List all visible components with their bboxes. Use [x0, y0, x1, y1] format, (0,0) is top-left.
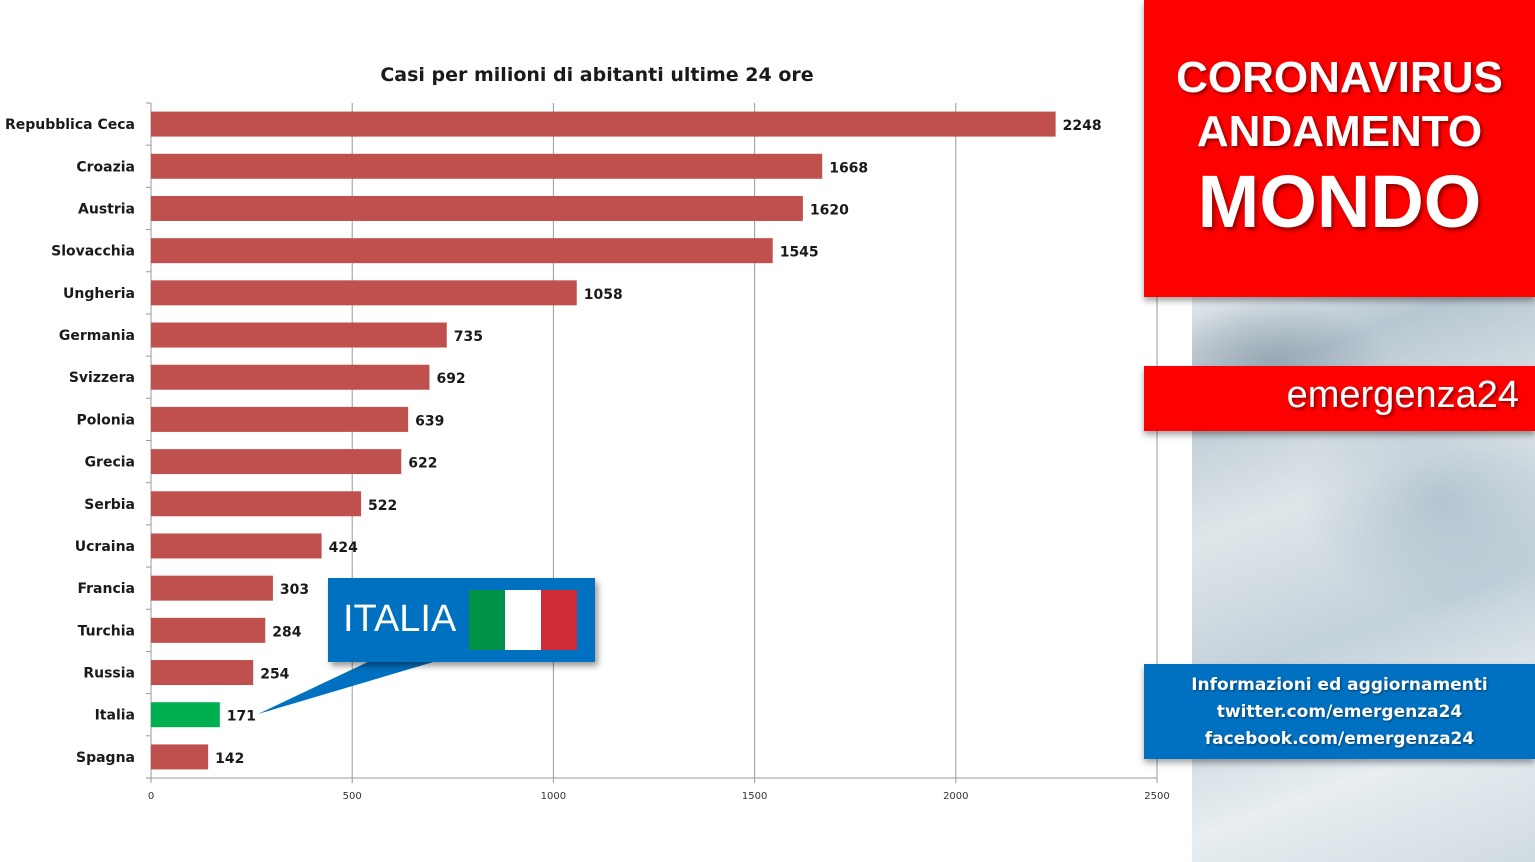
flag-stripe-white — [505, 590, 541, 650]
category-label: Grecia — [85, 455, 135, 471]
value-label: 639 — [415, 413, 444, 429]
bar-spagna — [151, 744, 209, 770]
category-label: Russia — [83, 666, 135, 682]
info-banner: Informazioni ed aggiornamenti twitter.co… — [1144, 664, 1535, 759]
x-tick-label: 0 — [148, 791, 154, 802]
brand-banner: emergenza24 — [1144, 366, 1535, 431]
title-banner: CORONAVIRUS ANDAMENTO MONDO — [1144, 0, 1535, 297]
value-label: 2248 — [1063, 118, 1102, 134]
category-label: Ucraina — [75, 539, 135, 555]
category-label: Austria — [78, 201, 135, 217]
value-label: 254 — [260, 667, 289, 683]
title-line-mondo: MONDO — [1197, 160, 1482, 243]
bar-chart: Casi per milioni di abitanti ultime 24 o… — [5, 64, 1170, 802]
value-label: 424 — [329, 540, 358, 556]
x-tick-label: 1000 — [541, 791, 566, 802]
category-label: Slovacchia — [51, 244, 135, 260]
bar-austria — [151, 195, 803, 221]
category-label: Italia — [95, 708, 135, 724]
bar-layer — [151, 111, 1056, 770]
bar-svizzera — [151, 364, 430, 390]
value-label: 692 — [436, 371, 465, 387]
category-label: Francia — [77, 581, 135, 597]
bar-ungheria — [151, 280, 577, 306]
category-label: Spagna — [76, 750, 135, 766]
category-label: Turchia — [78, 623, 135, 639]
value-label: 1620 — [810, 202, 849, 218]
callout-label: ITALIA — [343, 598, 457, 640]
twitter-link[interactable]: twitter.com/emergenza24 — [1216, 702, 1463, 722]
italia-callout: ITALIA — [328, 578, 595, 662]
bar-ucraina — [151, 533, 322, 559]
value-label: 171 — [227, 709, 256, 725]
x-tick-label: 1500 — [742, 791, 767, 802]
bar-francia — [151, 575, 273, 601]
category-label: Polonia — [76, 412, 135, 428]
value-label: 142 — [215, 751, 244, 767]
bar-slovacchia — [151, 238, 773, 264]
category-label: Croazia — [76, 159, 135, 175]
flag-stripe-green — [469, 590, 505, 650]
bar-turchia — [151, 617, 266, 643]
bar-russia — [151, 660, 254, 686]
value-label: 522 — [368, 498, 397, 514]
x-tick-label: 2000 — [943, 791, 968, 802]
brand-name: emergenza24 — [1286, 374, 1519, 416]
flag-stripe-red — [541, 590, 577, 650]
chart-title: Casi per milioni di abitanti ultime 24 o… — [380, 64, 813, 86]
category-label: Svizzera — [69, 370, 135, 386]
category-label: Ungheria — [63, 286, 135, 302]
bar-grecia — [151, 449, 402, 475]
x-tick-label: 2500 — [1144, 791, 1169, 802]
bar-polonia — [151, 406, 409, 432]
value-label: 622 — [408, 456, 437, 472]
value-label: 303 — [280, 582, 309, 598]
x-tick-label: 500 — [343, 791, 362, 802]
title-line-andamento: ANDAMENTO — [1196, 107, 1483, 156]
category-label: Germania — [59, 328, 135, 344]
value-label: 284 — [272, 624, 301, 640]
bar-serbia — [151, 491, 362, 517]
side-photo-blur — [1300, 420, 1535, 620]
bar-croazia — [151, 153, 823, 179]
value-label: 1668 — [829, 160, 868, 176]
italy-flag-icon — [469, 590, 577, 650]
chart-area: Casi per milioni di abitanti ultime 24 o… — [4, 64, 1170, 802]
category-label: Repubblica Ceca — [5, 117, 135, 133]
facebook-link[interactable]: facebook.com/emergenza24 — [1204, 729, 1475, 749]
bar-italia — [151, 702, 220, 728]
value-label: 1545 — [780, 245, 819, 261]
info-text: Informazioni ed aggiornamenti — [1191, 675, 1488, 695]
title-line-coronavirus: CORONAVIRUS — [1176, 53, 1503, 102]
category-label: Serbia — [84, 497, 135, 513]
bar-repubblica-ceca — [151, 111, 1056, 137]
value-label: 1058 — [584, 287, 623, 303]
tick-layer: 0 500 1000 1500 2000 2500 — [148, 791, 1170, 802]
value-label: 735 — [454, 329, 483, 345]
bar-germania — [151, 322, 447, 348]
label-layer: Repubblica Ceca 2248 Croazia 1668 Austria 162… — [5, 117, 1102, 767]
